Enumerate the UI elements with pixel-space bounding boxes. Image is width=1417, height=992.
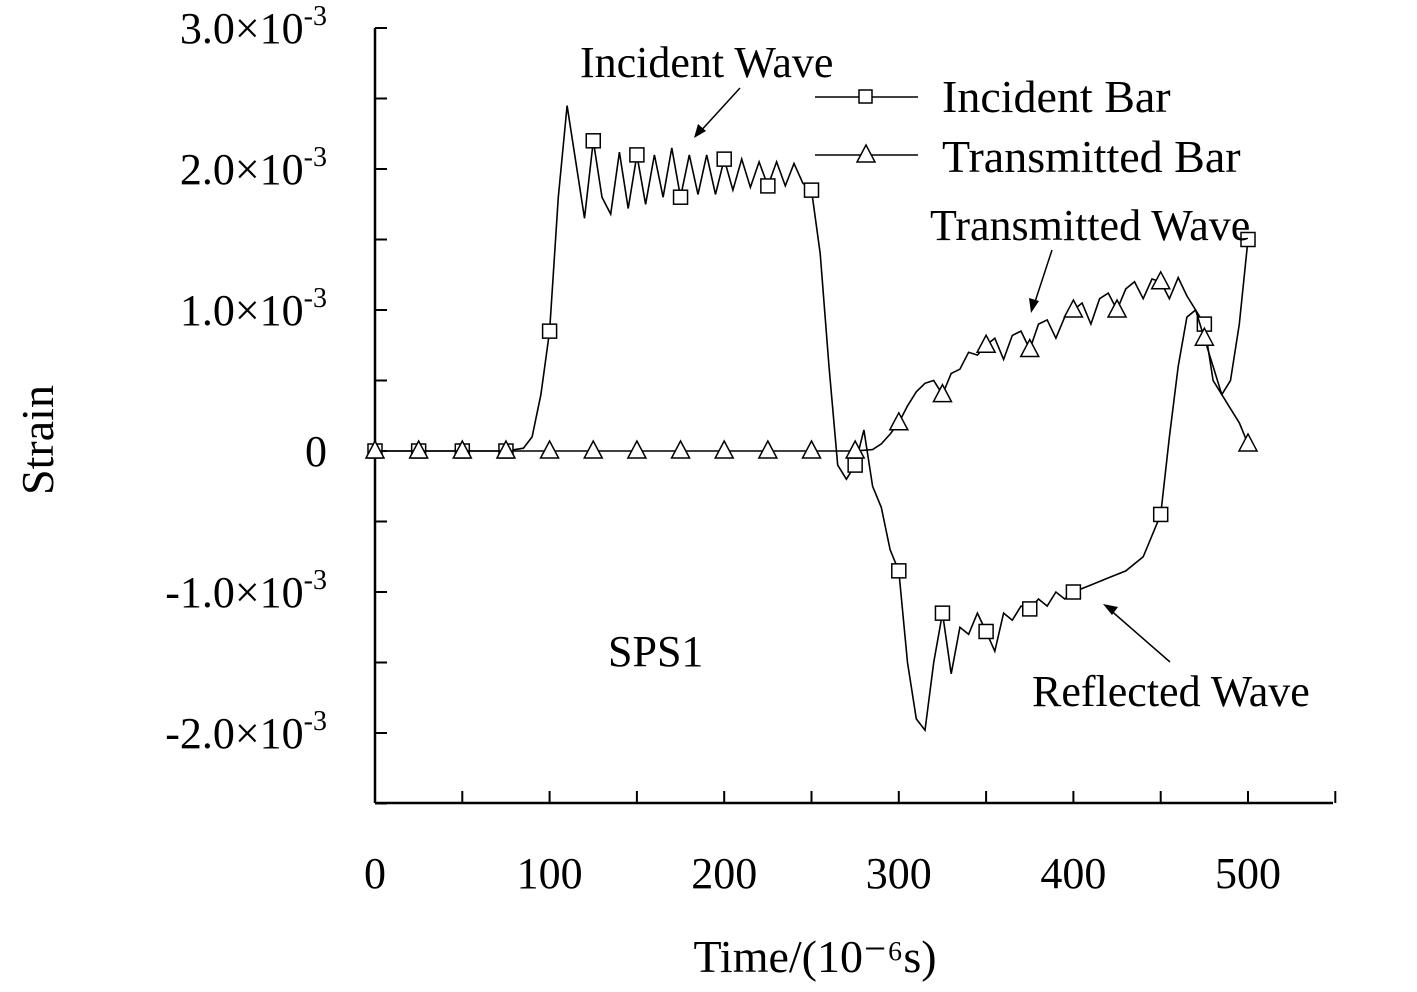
y-tick-label: 0 (305, 427, 327, 476)
y-tick-label: -1.0×10-3 (165, 565, 327, 617)
incident-bar-point (760, 178, 776, 194)
y-tick-exponent: -3 (304, 142, 327, 173)
y-axis-title: Strain (12, 385, 63, 495)
legend-label-transmitted-bar: Transmitted Bar (942, 131, 1241, 182)
annotation-sps1: SPS1 (608, 627, 703, 676)
series-line-incident-bar (375, 105, 1249, 733)
legend-marker-square (858, 89, 873, 104)
incident-bar-point (585, 133, 601, 149)
annotation-incident-wave-arrowhead (694, 124, 706, 138)
transmitted-bar-point (1150, 270, 1171, 290)
incident-bar-point (672, 189, 689, 205)
annotation-incident-wave: Incident Wave (580, 38, 833, 87)
transmitted-bar-point (713, 439, 735, 459)
annotation-transmitted-wave: Transmitted Wave (930, 201, 1250, 250)
y-tick-exponent: -3 (304, 565, 327, 596)
incident-bar-point (1022, 601, 1038, 617)
transmitted-bar-point (844, 439, 866, 459)
incident-bar-point (1240, 231, 1256, 248)
incident-bar-point (891, 563, 907, 579)
transmitted-bar-point (364, 439, 386, 459)
incident-bar-point (847, 457, 863, 473)
x-ticks: 0 100 200 300 400 500 (364, 791, 1337, 898)
transmitted-bar-point (1019, 337, 1040, 358)
y-tick-label: 2.0×10-3 (180, 142, 327, 194)
axes: 0 100 200 300 400 500 3.0×10-3 2.0×10-3 1.0×10-… (165, 1, 1337, 898)
transmitted-bar-point (1106, 298, 1128, 318)
annotation-reflected-wave-arrow (1107, 607, 1171, 663)
transmitted-bar-point (539, 439, 560, 459)
transmitted-bar-point (452, 439, 473, 459)
legend: Incident Bar Transmitted Bar (815, 71, 1241, 182)
x-axis-title: Time/(10⁻⁶s) (693, 931, 936, 982)
annotation-reflected-wave-arrowhead (1103, 604, 1118, 615)
annotation-transmitted-wave-arrow (1032, 249, 1053, 309)
transmitted-bar-point (932, 382, 953, 403)
annotation-reflected-wave: Reflected Wave (1032, 667, 1310, 716)
y-tick-label: 3.0×10-3 (180, 1, 327, 53)
transmitted-bar-point (1063, 298, 1084, 318)
x-tick-label: 0 (364, 849, 386, 898)
legend-label-incident-bar: Incident Bar (942, 71, 1171, 122)
x-tick-label: 400 (1040, 849, 1106, 898)
y-tick-exponent: -3 (304, 706, 327, 737)
incident-bar-point (1065, 584, 1082, 600)
incident-bar-point (978, 623, 994, 640)
transmitted-bar-point (495, 439, 517, 459)
x-tick-label: 200 (691, 849, 757, 898)
legend-marker-triangle (855, 143, 877, 163)
annotation-transmitted-wave-arrowhead (1029, 298, 1039, 313)
annotations: Incident Wave Transmitted Wave Reflected… (580, 38, 1310, 716)
incident-bar-point (716, 151, 732, 167)
y-tick-label: -2.0×10-3 (165, 706, 327, 758)
y-tick-exponent: -3 (304, 1, 327, 32)
transmitted-bar-point (888, 411, 910, 431)
incident-bar-point (541, 323, 558, 339)
incident-bar-point (803, 182, 820, 198)
y-tick-label: 1.0×10-3 (180, 283, 327, 335)
transmitted-bar-point (757, 439, 779, 459)
transmitted-bar-point (583, 439, 604, 459)
y-ticks: 3.0×10-3 2.0×10-3 1.0×10-3 0 -1.0×10-3 -2.0×1… (165, 1, 387, 805)
transmitted-bar-point (801, 439, 822, 459)
transmitted-bar-point (975, 333, 997, 353)
incident-bar-point (1152, 506, 1169, 523)
y-tick-exponent: -3 (304, 283, 327, 314)
x-tick-label: 100 (517, 849, 583, 898)
incident-bar-point (629, 147, 645, 163)
transmitted-bar-point (408, 439, 429, 459)
series-line-transmitted-bar (375, 275, 1249, 452)
annotation-incident-wave-arrow (697, 87, 741, 135)
incident-bar-point (934, 605, 951, 621)
transmitted-bar-point (670, 439, 691, 459)
x-tick-label: 500 (1215, 849, 1281, 898)
x-tick-label: 300 (866, 849, 932, 898)
series-layer (364, 105, 1259, 733)
transmitted-bar-point (626, 439, 648, 459)
transmitted-bar-point (1237, 432, 1259, 452)
transmitted-bar-point (1194, 326, 1215, 346)
